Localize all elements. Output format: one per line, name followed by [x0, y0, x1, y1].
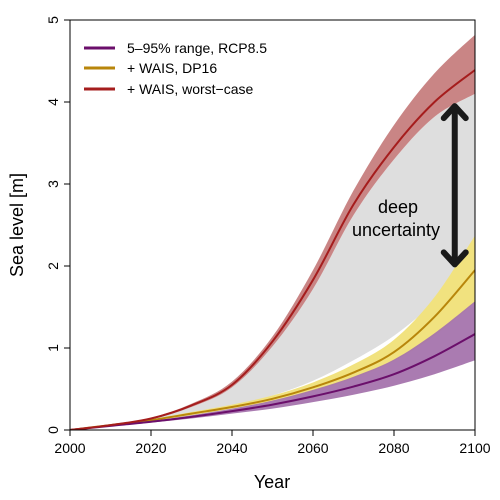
line-worst-case-median	[70, 69, 475, 430]
x-tick-label: 2060	[297, 440, 328, 456]
x-tick-label: 2080	[378, 440, 409, 456]
plot-area	[70, 34, 475, 430]
annotation-line-1: deep	[378, 197, 418, 217]
x-tick-label: 2040	[216, 440, 247, 456]
y-tick-label: 5	[45, 16, 61, 24]
arrow-head-top	[440, 103, 469, 122]
plot-frame	[69, 19, 476, 431]
y-tick-label: 3	[45, 180, 61, 188]
y-axis-label: Sea level [m]	[7, 173, 27, 277]
y-tick-label: 1	[45, 344, 61, 352]
deep-uncertainty-annotation: deep uncertainty	[352, 103, 469, 268]
y-tick-label: 4	[45, 98, 61, 106]
legend: 5–95% range, RCP8.5 + WAIS, DP16 + WAIS,…	[84, 40, 267, 97]
annotation-line-2: uncertainty	[352, 220, 440, 240]
axes: 2000 2020 2040 2060 2080 2100 0 1 2 3 4 5	[45, 16, 491, 456]
x-axis-label: Year	[254, 472, 290, 492]
legend-label-rcp85: 5–95% range, RCP8.5	[127, 40, 267, 56]
y-tick-label: 0	[45, 426, 61, 434]
band-worst-case	[70, 34, 475, 430]
x-tick-label: 2100	[459, 440, 490, 456]
y-tick-label: 2	[45, 262, 61, 270]
line-rcp85-median	[70, 333, 475, 430]
x-tick-label: 2020	[135, 440, 166, 456]
deep-uncertainty-band	[70, 93, 475, 430]
legend-label-worst-case: + WAIS, worst−case	[127, 81, 254, 97]
arrow-head-bottom	[440, 249, 469, 268]
x-tick-label: 2000	[54, 440, 85, 456]
legend-label-dp16: + WAIS, DP16	[127, 60, 217, 76]
